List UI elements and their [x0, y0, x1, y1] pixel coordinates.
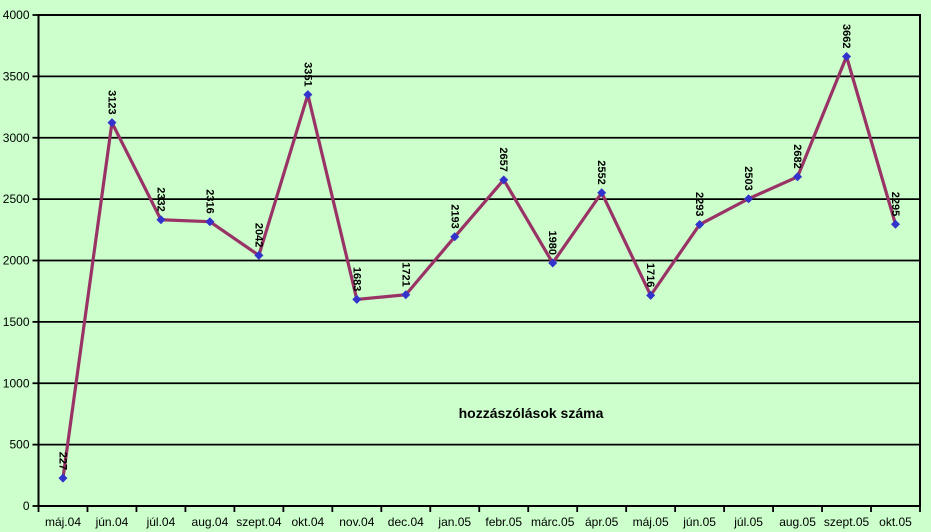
- x-tick-label: júl.05: [733, 515, 763, 529]
- data-point-marker: [793, 172, 803, 182]
- data-point-label: 1683: [350, 267, 362, 291]
- x-tick-label: okt.05: [879, 515, 912, 529]
- x-tick-label: jan.05: [437, 515, 471, 529]
- data-point-marker: [205, 217, 215, 227]
- x-tick-label: febr.05: [485, 515, 522, 529]
- data-point-marker: [646, 290, 656, 300]
- x-tick-label: jún.04: [95, 515, 129, 529]
- data-point-marker: [597, 188, 607, 198]
- data-point-label: 2682: [791, 144, 803, 168]
- y-tick-label: 3500: [3, 69, 30, 83]
- x-tick-label: dec.04: [388, 515, 424, 529]
- data-point-label: 227: [56, 452, 68, 470]
- data-point-marker: [891, 219, 901, 229]
- data-point-marker: [450, 232, 460, 242]
- y-tick-label: 500: [9, 438, 29, 452]
- data-point-label: 2193: [448, 204, 460, 228]
- data-point-marker: [401, 290, 411, 300]
- x-tick-label: aug.05: [779, 515, 816, 529]
- y-tick-label: 2000: [3, 254, 30, 268]
- data-point-label: 3662: [840, 24, 852, 48]
- data-point-label: 2042: [252, 223, 264, 247]
- x-tick-label: nov.04: [339, 515, 374, 529]
- data-point-marker: [744, 194, 754, 204]
- y-tick-label: 3000: [3, 131, 30, 145]
- data-point-label: 2332: [154, 187, 166, 211]
- data-point-marker: [107, 118, 117, 128]
- x-tick-label: máj.05: [633, 515, 669, 529]
- y-tick-label: 1000: [3, 376, 30, 390]
- x-tick-label: szept.05: [824, 515, 870, 529]
- y-tick-label: 4000: [3, 8, 30, 22]
- series-annotation-label: hozzászólások száma: [458, 405, 604, 421]
- x-tick-label: máj.04: [45, 515, 81, 529]
- data-point-marker: [842, 51, 852, 61]
- data-point-label: 2503: [742, 166, 754, 190]
- data-point-marker: [58, 473, 68, 483]
- y-tick-label: 1500: [3, 315, 30, 329]
- data-point-label: 1716: [644, 263, 656, 287]
- series-line: [61, 54, 898, 479]
- x-tick-label: okt.04: [291, 515, 324, 529]
- data-point-marker: [695, 220, 705, 230]
- x-tick-label: ápr.05: [585, 515, 619, 529]
- x-tick-label: jún.05: [682, 515, 716, 529]
- x-tick-label: szept.04: [236, 515, 282, 529]
- data-point-label: 1721: [399, 262, 411, 286]
- plot-area-border: [37, 14, 921, 507]
- x-tick-label: márc.05: [531, 515, 575, 529]
- x-tick-label: aug.04: [192, 515, 229, 529]
- data-point-marker: [303, 90, 313, 100]
- data-point-label: 1980: [546, 230, 558, 254]
- data-point-marker: [499, 175, 509, 185]
- data-point-marker: [254, 250, 264, 260]
- data-point-label: 3123: [105, 90, 117, 114]
- data-point-label: 3351: [301, 62, 313, 86]
- data-point-marker: [548, 258, 558, 268]
- x-tick-label: júl.04: [146, 515, 176, 529]
- data-point-label: 2295: [889, 192, 901, 216]
- y-tick-label: 0: [23, 499, 30, 513]
- data-point-label: 2657: [497, 147, 509, 171]
- data-point-label: 2293: [693, 192, 705, 216]
- data-point-label: 2552: [595, 160, 607, 184]
- data-point-marker: [156, 215, 166, 225]
- data-point-marker: [352, 294, 362, 304]
- data-point-label: 2316: [203, 189, 215, 213]
- y-tick-label: 2500: [3, 192, 30, 206]
